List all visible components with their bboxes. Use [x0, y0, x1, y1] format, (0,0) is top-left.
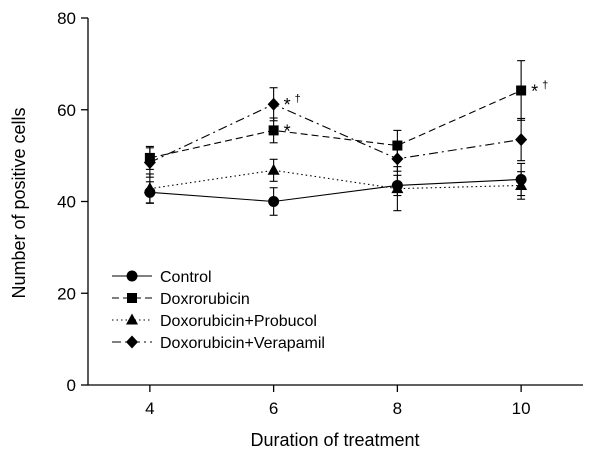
series-1-point-1	[268, 125, 279, 136]
x-tick-label-0: 4	[145, 399, 154, 418]
annotation-1: *	[284, 121, 291, 141]
series-0-point-1	[268, 196, 280, 207]
legend-label-3: Doxorubicin+Verapamil	[160, 335, 325, 352]
series-2	[143, 158, 528, 212]
legend-marker-2	[126, 313, 138, 325]
legend: Control Doxrorubicin Doxorubicin+Probucol D…	[112, 269, 325, 352]
series-1-point-3	[516, 85, 527, 96]
series-3-point-0	[143, 156, 156, 170]
x-axis-title: Duration of treatment	[250, 430, 419, 450]
y-axis-title: Number of positive cells	[9, 107, 29, 298]
x-tick-label-1: 6	[269, 399, 278, 418]
series-3-point-3	[515, 133, 528, 147]
series-3-point-1	[267, 97, 280, 111]
y-tick-label-4: 80	[57, 9, 76, 28]
legend-label-2: Doxorubicin+Probucol	[160, 313, 317, 330]
series-1-line	[149, 89, 522, 159]
series-3-point-2	[391, 152, 404, 166]
series-2-point-2	[391, 182, 404, 194]
legend-marker-0	[126, 270, 138, 282]
legend-marker-1	[127, 293, 137, 303]
annotation-0: *	[284, 95, 291, 115]
y-tick-label-1: 20	[57, 284, 76, 303]
legend-label-0: Control	[160, 269, 212, 286]
series-3	[143, 87, 528, 178]
series-2-point-0	[143, 182, 156, 194]
x-tick-label-3: 10	[512, 399, 531, 418]
series-2-point-3	[515, 178, 528, 190]
legend-label-1: Doxrorubicin	[160, 291, 250, 308]
annotation-sup-0: †	[295, 93, 301, 105]
plot-area	[143, 60, 528, 216]
annotation-sup-2: †	[542, 79, 548, 91]
series-3-line	[149, 103, 522, 164]
series-2-point-1	[267, 163, 280, 175]
y-ticks: 0 20 40 60 80	[57, 9, 88, 395]
x-ticks: 4 6 8 10	[145, 385, 531, 418]
series-1	[144, 60, 527, 170]
x-tick-label-2: 8	[393, 399, 402, 418]
annotation-2: *	[531, 81, 538, 101]
series-2-line	[149, 169, 522, 190]
y-tick-label-0: 0	[67, 376, 76, 395]
legend-marker-3	[126, 335, 138, 349]
annotations: * † * * †	[284, 79, 549, 141]
series-0	[144, 162, 527, 216]
series-1-point-2	[392, 140, 403, 151]
series-0-line	[149, 178, 522, 203]
y-tick-label-3: 60	[57, 101, 76, 120]
y-tick-label-2: 40	[57, 193, 76, 212]
